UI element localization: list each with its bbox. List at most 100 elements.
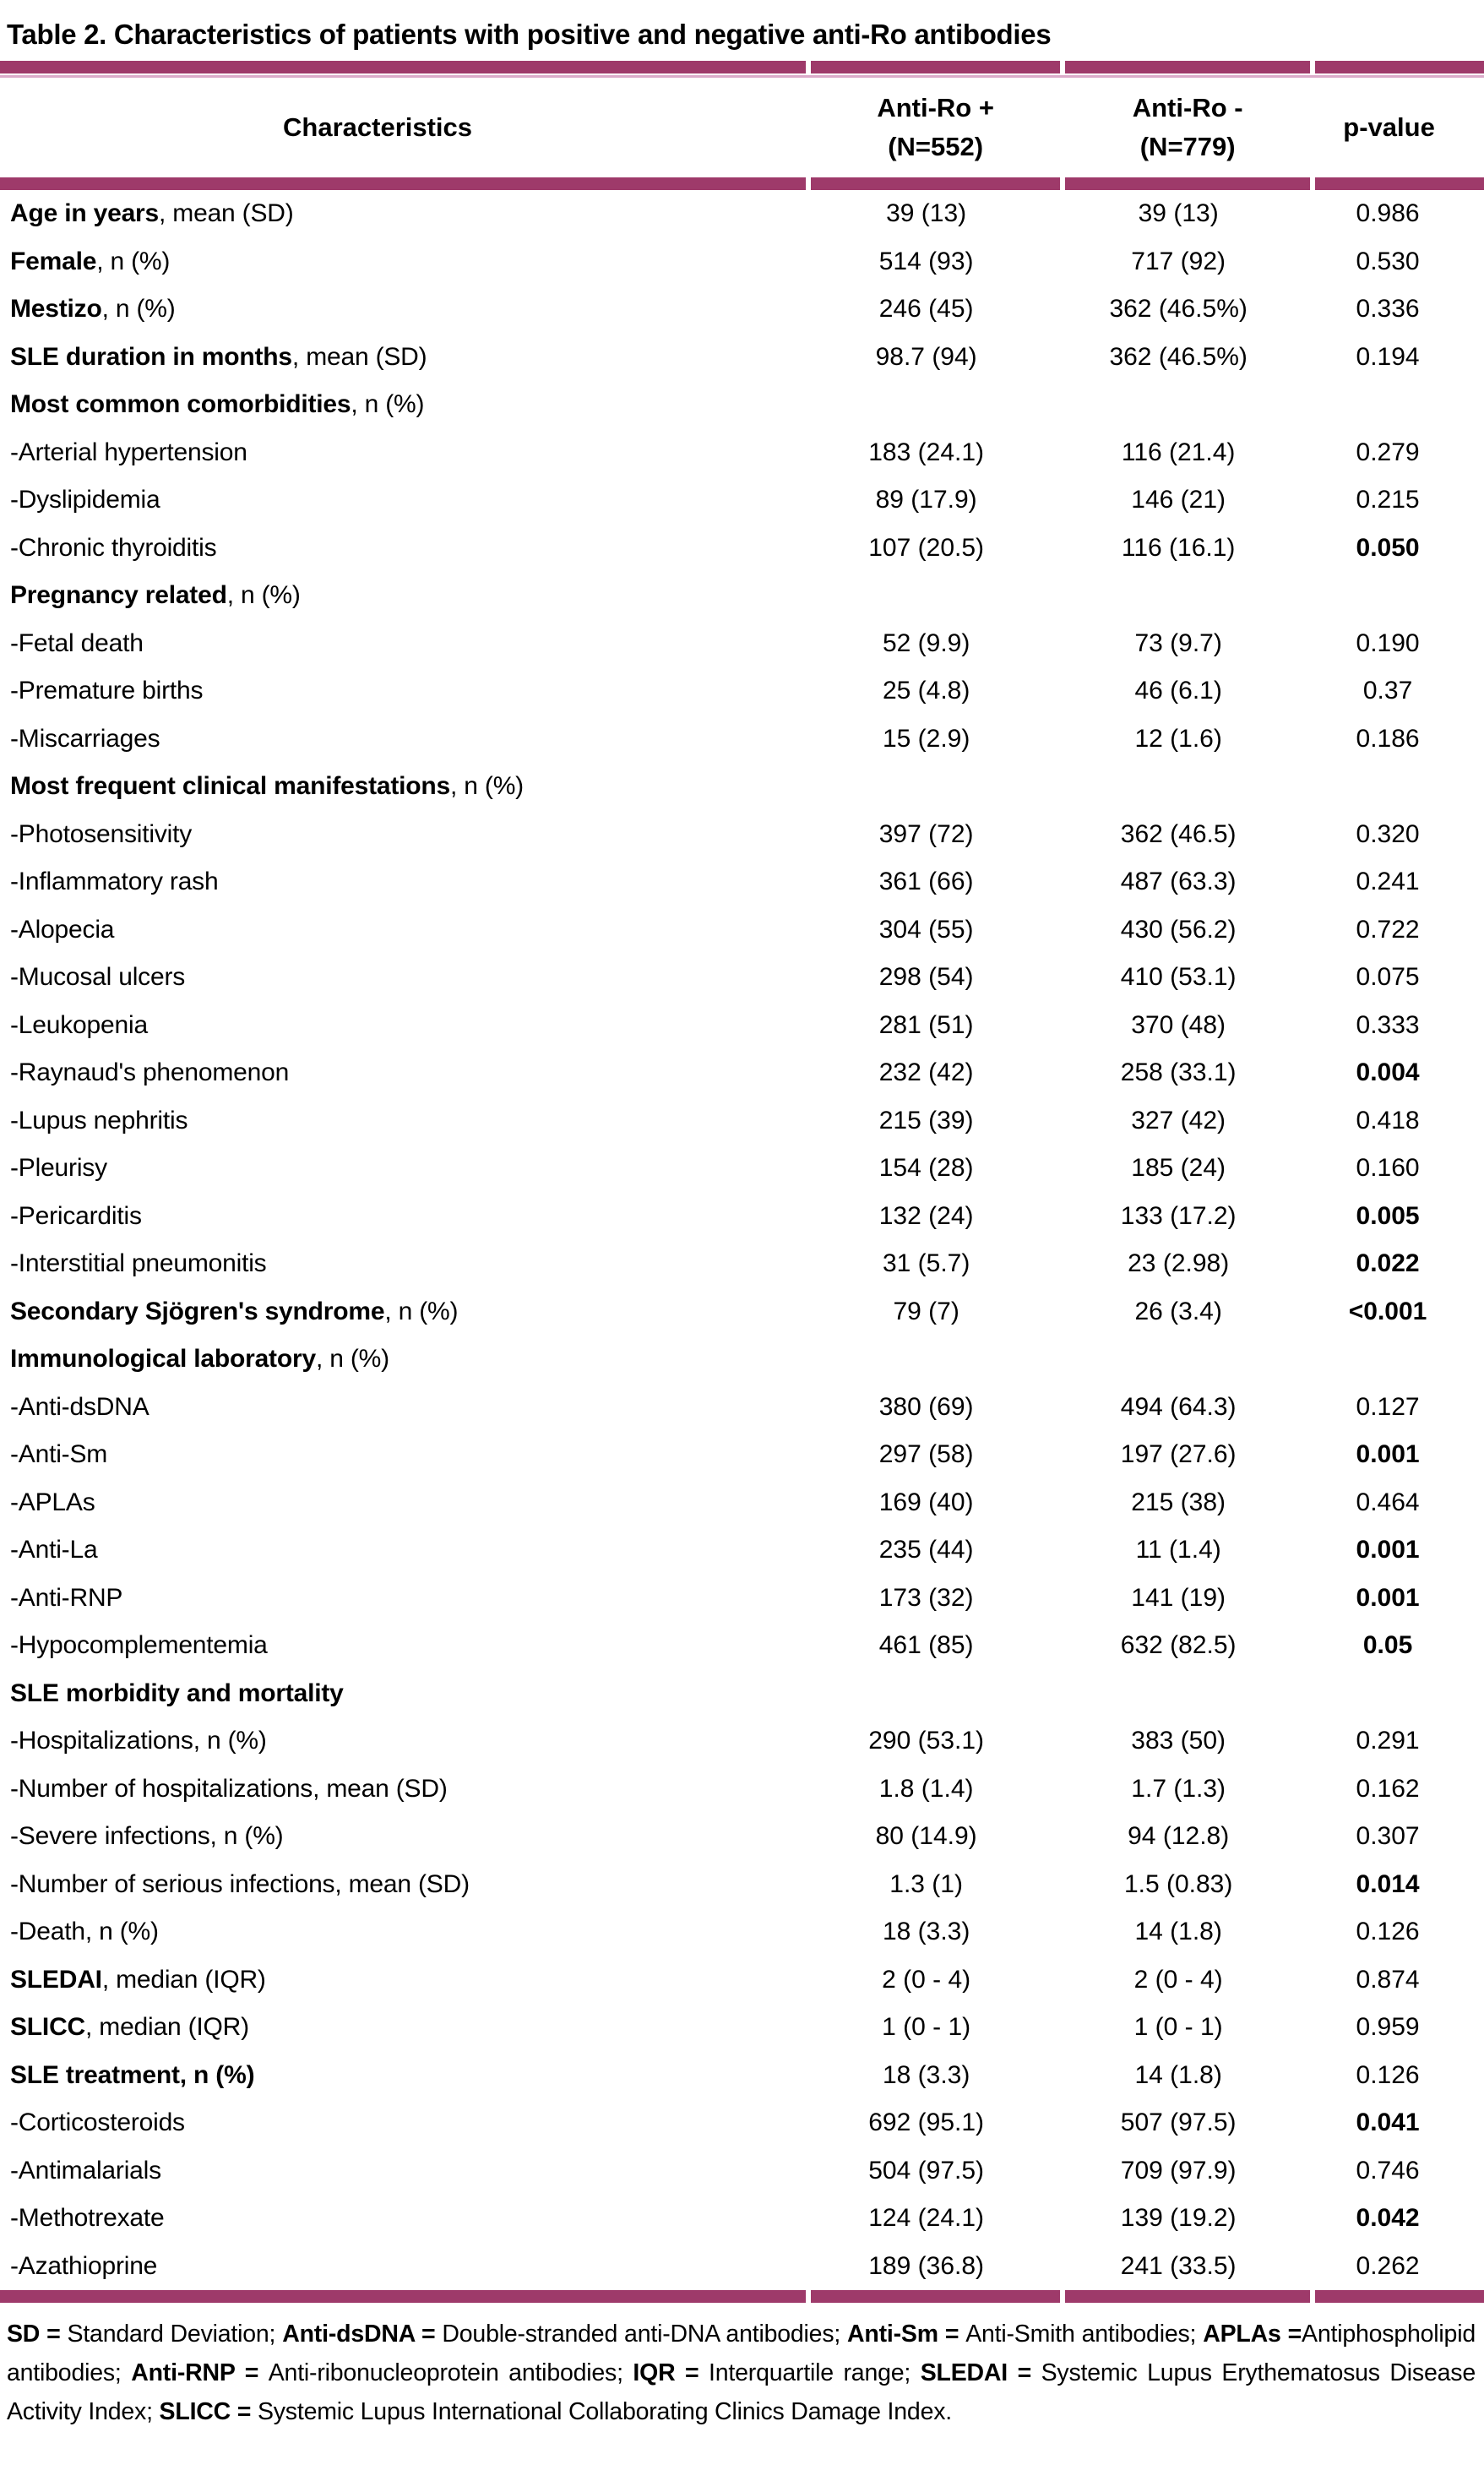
characteristic-cell: -Pleurisy: [0, 1154, 806, 1183]
table-row: SLE duration in months, mean (SD) 98.7 (…: [0, 334, 1484, 382]
p-value-cell: 0.959: [1356, 2013, 1420, 2042]
table-row: -Pericarditis 132 (24) 133 (17.2) 0.005: [0, 1193, 1484, 1241]
characteristic-label: -Leukopenia: [10, 1010, 148, 1039]
characteristic-cell: -Inflammatory rash: [0, 868, 806, 896]
header-bottom-border: [0, 177, 1484, 190]
border-segment: [811, 177, 1061, 190]
characteristic-label: , n (%): [315, 1345, 389, 1374]
footnote-abbreviation: Anti-Sm =: [847, 2321, 966, 2348]
characteristic-label: -Anti-RNP: [10, 1583, 123, 1612]
anti-ro-positive-cell: 1 (0 - 1): [882, 2013, 971, 2042]
p-value-cell: 0.014: [1356, 1869, 1420, 1898]
footnote-abbreviation: Anti-dsDNA =: [282, 2321, 443, 2348]
border-segment: [1315, 177, 1484, 190]
characteristic-cell: Secondary Sjögren's syndrome, n (%): [0, 1298, 806, 1326]
table-row: -Alopecia 304 (55) 430 (56.2) 0.722: [0, 906, 1484, 955]
table-row: -Corticosteroids 692 (95.1) 507 (97.5) 0…: [0, 2099, 1484, 2147]
table-row: Most frequent clinical manifestations, n…: [0, 763, 1484, 811]
anti-ro-negative-cell: 1.7 (1.3): [1131, 1774, 1226, 1803]
characteristic-cell: -Alopecia: [0, 916, 806, 944]
characteristic-label: -Inflammatory rash: [10, 868, 219, 896]
p-value-cell: 0.001: [1356, 1583, 1420, 1612]
anti-ro-negative-cell: 141 (19): [1131, 1583, 1226, 1612]
table-row: -Leukopenia 281 (51) 370 (48) 0.333: [0, 1002, 1484, 1050]
anti-ro-positive-cell: 173 (32): [878, 1583, 974, 1612]
anti-ro-negative-cell: 507 (97.5): [1120, 2108, 1237, 2137]
characteristic-cell: Female, n (%): [0, 248, 806, 276]
anti-ro-positive-cell: 107 (20.5): [868, 533, 985, 562]
characteristic-cell: -Anti-La: [0, 1536, 806, 1564]
characteristic-label: -Arterial hypertension: [10, 438, 247, 466]
characteristic-label: -Corticosteroids: [10, 2108, 185, 2137]
p-value-cell: 0.042: [1356, 2204, 1420, 2233]
p-value-cell: 0.874: [1356, 1965, 1420, 1994]
table-row: -Raynaud's phenomenon 232 (42) 258 (33.1…: [0, 1049, 1484, 1097]
characteristic-label-bold: SLE duration in months: [10, 342, 292, 371]
characteristic-cell: -Mucosal ulcers: [0, 963, 806, 992]
p-value-cell: 0.050: [1356, 533, 1420, 562]
anti-ro-negative-cell: 197 (27.6): [1120, 1440, 1237, 1469]
anti-ro-positive-cell: 2 (0 - 4): [882, 1965, 971, 1994]
anti-ro-positive-cell: 304 (55): [878, 915, 974, 944]
characteristic-label: -Anti-Sm: [10, 1440, 108, 1469]
anti-ro-positive-cell: 298 (54): [878, 963, 974, 992]
anti-ro-negative-cell: 11 (1.4): [1135, 1536, 1221, 1564]
table-row: -Anti-Sm 297 (58) 197 (27.6) 0.001: [0, 1431, 1484, 1479]
anti-ro-positive-cell: 79 (7): [893, 1297, 959, 1325]
table-row: -Anti-dsDNA 380 (69) 494 (64.3) 0.127: [0, 1384, 1484, 1432]
characteristic-label: -Anti-dsDNA: [10, 1392, 149, 1421]
border-segment: [1065, 2290, 1311, 2303]
footnote-definition: Double-stranded anti-DNA antibodies;: [442, 2321, 848, 2348]
table-row: -Dyslipidemia 89 (17.9) 146 (21) 0.215: [0, 476, 1484, 525]
table-row: Most common comorbidities, n (%): [0, 381, 1484, 429]
table-row: -APLAs 169 (40) 215 (38) 0.464: [0, 1479, 1484, 1527]
p-value-cell: 0.001: [1356, 1536, 1420, 1564]
table-row: -Number of serious infections, mean (SD)…: [0, 1861, 1484, 1909]
characteristic-cell: SLE duration in months, mean (SD): [0, 343, 806, 372]
p-value-cell: 0.722: [1356, 915, 1420, 944]
p-value-cell: 0.464: [1356, 1488, 1420, 1516]
characteristic-cell: -Antimalarials: [0, 2157, 806, 2185]
table-header-row: Characteristics Anti-Ro + (N=552) Anti-R…: [0, 78, 1484, 177]
table-row: -Lupus nephritis 215 (39) 327 (42) 0.418: [0, 1097, 1484, 1145]
p-value-cell: 0.336: [1356, 295, 1420, 324]
p-value-cell: 0.05: [1362, 1631, 1413, 1660]
characteristic-cell: -Death, n (%): [0, 1918, 806, 1946]
characteristic-cell: Most common comorbidities, n (%): [0, 390, 806, 419]
anti-ro-positive-cell: 397 (72): [878, 819, 974, 848]
characteristic-label-bold: Female: [10, 247, 97, 275]
anti-ro-negative-cell: 26 (3.4): [1134, 1297, 1222, 1325]
anti-ro-negative-cell: 383 (50): [1131, 1727, 1226, 1755]
p-value-cell: 0.279: [1356, 438, 1420, 466]
characteristic-cell: SLICC, median (IQR): [0, 2013, 806, 2042]
footnote-abbreviation: APLAs =: [1203, 2321, 1302, 2348]
table-footnote: SD = Standard Deviation; Anti-dsDNA = Do…: [7, 2315, 1476, 2431]
column-header-line: Anti-Ro -: [1132, 92, 1243, 122]
anti-ro-positive-cell: 297 (58): [878, 1440, 974, 1469]
table-row: -Arterial hypertension 183 (24.1) 116 (2…: [0, 429, 1484, 477]
border-segment: [811, 2290, 1061, 2303]
column-header-characteristics: Characteristics: [283, 112, 473, 142]
anti-ro-negative-cell: 717 (92): [1131, 247, 1226, 275]
characteristic-label: -Mucosal ulcers: [10, 963, 186, 992]
p-value-cell: 0.746: [1356, 2156, 1420, 2185]
anti-ro-negative-cell: 258 (33.1): [1120, 1058, 1237, 1087]
anti-ro-positive-cell: 39 (13): [886, 199, 967, 228]
p-value-cell: 0.291: [1356, 1727, 1420, 1755]
characteristic-label: -Raynaud's phenomenon: [10, 1058, 290, 1087]
characteristic-cell: -Leukopenia: [0, 1011, 806, 1040]
characteristic-label: , n (%): [226, 581, 301, 610]
p-value-cell: 0.041: [1356, 2108, 1420, 2137]
characteristic-cell: -Miscarriages: [0, 725, 806, 754]
anti-ro-negative-cell: 215 (38): [1131, 1488, 1226, 1516]
anti-ro-negative-cell: 494 (64.3): [1120, 1392, 1237, 1421]
table-row: -Premature births 25 (4.8) 46 (6.1) 0.37: [0, 667, 1484, 715]
table-row: Secondary Sjögren's syndrome, n (%) 79 (…: [0, 1288, 1484, 1336]
characteristic-label: -Interstitial pneumonitis: [10, 1249, 267, 1278]
table-row: -Pleurisy 154 (28) 185 (24) 0.160: [0, 1145, 1484, 1193]
characteristic-label-bold: SLE treatment, n (%): [10, 2060, 255, 2089]
anti-ro-negative-cell: 709 (97.9): [1120, 2156, 1237, 2185]
table-row: -Anti-La 235 (44) 11 (1.4) 0.001: [0, 1526, 1484, 1575]
characteristic-cell: -APLAs: [0, 1488, 806, 1517]
characteristic-cell: SLE treatment, n (%): [0, 2061, 806, 2090]
